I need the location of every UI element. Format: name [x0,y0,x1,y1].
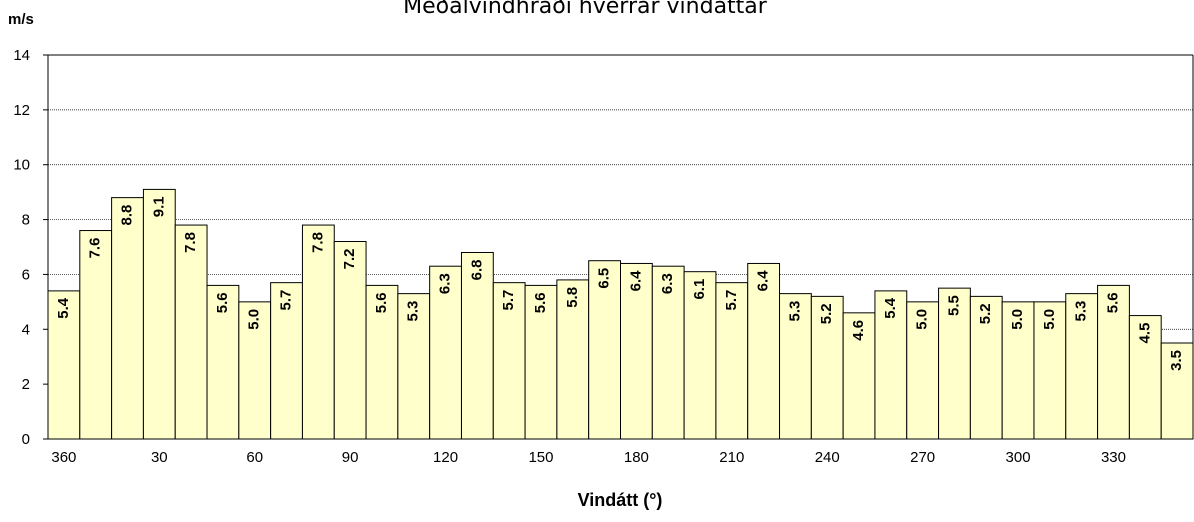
value-label: 5.8 [564,287,581,308]
bar [1065,293,1099,440]
x-tick-label: 90 [342,449,359,466]
value-label: 5.7 [723,290,740,311]
bar [842,312,876,440]
value-label: 5.0 [914,309,931,330]
x-tick-label: 60 [246,449,263,466]
bar [79,230,113,440]
value-label: 5.0 [1009,309,1026,330]
bar [620,262,653,440]
value-label: 5.0 [246,309,263,330]
y-tick-label: 12 [13,102,30,119]
y-tick-label: 0 [22,431,30,448]
value-label: 6.4 [755,270,772,292]
bar [874,290,908,440]
bar [588,260,622,440]
bar [492,282,526,440]
x-tick-label: 180 [624,449,649,466]
bar [174,224,208,440]
value-label: 5.7 [500,290,517,311]
y-tick-label: 2 [22,376,30,393]
bar [301,224,335,440]
y-axis-label: m/s [8,11,34,28]
value-label: 6.5 [596,268,613,289]
chart-title: Meðalvindhraði hverrar vindáttar [403,0,768,19]
bar [333,241,367,440]
bar [810,295,844,440]
value-label: 5.3 [405,301,422,322]
value-label: 4.5 [1136,323,1153,344]
value-label: 5.3 [1073,301,1090,322]
x-tick-label: 150 [528,449,553,466]
value-label: 5.2 [977,303,994,324]
value-label: 7.8 [309,232,326,253]
bar [683,271,717,440]
value-label: 5.4 [882,297,899,319]
x-tick-label: 30 [151,449,168,466]
value-label: 7.8 [182,232,199,253]
value-label: 7.2 [341,249,358,270]
y-tick-label: 10 [13,157,30,174]
value-label: 5.0 [1041,309,1058,330]
bar [270,282,303,440]
bar [142,188,176,440]
value-label: 9.1 [150,196,167,217]
value-label: 6.4 [627,270,644,292]
bar [238,301,272,440]
value-label: 5.6 [373,292,390,313]
y-tick-label: 4 [22,321,30,338]
bar [1097,284,1130,440]
bar [779,293,812,440]
value-label: 5.7 [278,290,295,311]
x-tick-label: 120 [433,449,458,466]
bar [747,262,781,440]
bar [969,295,1003,440]
x-tick-label: 210 [719,449,744,466]
value-label: 3.5 [1168,350,1185,371]
x-tick-label: 270 [910,449,935,466]
value-label: 5.5 [945,295,962,316]
value-label: 8.8 [118,205,135,226]
bar [651,265,685,440]
value-label: 5.3 [786,301,803,322]
value-label: 6.8 [468,259,485,280]
x-tick-label: 330 [1101,449,1126,466]
value-label: 5.6 [214,292,231,313]
value-label: 6.1 [691,279,708,300]
bar [460,251,494,440]
bar [111,197,144,440]
value-label: 5.2 [818,303,835,324]
bar [938,287,971,440]
x-tick-label: 240 [815,449,840,466]
value-label: 5.6 [1104,292,1121,313]
value-label: 6.3 [437,273,454,294]
bar [556,279,590,440]
x-tick-label: 360 [51,449,76,466]
value-label: 7.6 [87,238,104,259]
x-axis-label: Vindátt (°) [578,490,663,510]
y-tick-label: 6 [22,266,30,283]
y-tick-label: 8 [22,212,30,229]
value-label: 5.4 [55,297,72,319]
x-tick-label: 300 [1006,449,1031,466]
value-label: 4.6 [850,320,867,341]
bar [1160,342,1194,440]
y-tick-label: 14 [13,47,30,64]
value-label: 5.6 [532,292,549,313]
value-label: 6.3 [659,273,676,294]
